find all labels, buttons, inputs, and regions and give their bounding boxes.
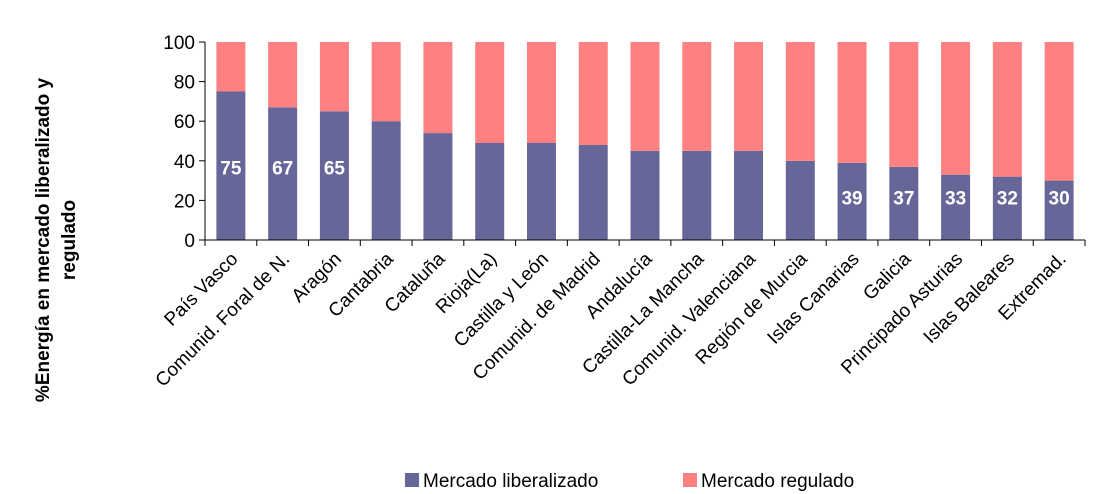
bar-liberalizado [423,133,453,240]
axes [204,42,1086,246]
bar-liberalizado [578,144,608,240]
bar-regulado [682,42,712,151]
bar-liberalizado [941,174,971,240]
legend: Mercado liberalizado Mercado regulado [405,471,854,492]
bar-liberalizado [475,142,505,240]
legend-label: Mercado liberalizado [423,471,598,492]
y-tick-label: 40 [174,152,195,173]
bar-liberalizado [682,150,712,240]
legend-swatch [405,473,419,487]
data-labels: 75 67 65 39 37 33 32 30 [220,159,1069,210]
category-label: Islas Baleares [920,249,1019,348]
bar-liberalizado [734,150,764,240]
bar-liberalizado [371,121,401,240]
bar-regulado [1044,42,1074,181]
bar-regulado [475,42,505,143]
bar-regulado [941,42,971,175]
bar-regulado [319,42,349,112]
bar-liberalizado [319,111,349,240]
bar-regulado [734,42,764,151]
bar-regulado [268,42,298,108]
bar-liberalizado [889,166,919,240]
bar-liberalizado [837,162,867,240]
bar-regulado [423,42,453,134]
bar-regulado [992,42,1022,177]
bar-liberalizado [1044,180,1074,240]
data-label: 65 [324,159,346,180]
y-axis-ticks: 0 20 40 60 80 100 [163,33,205,252]
bar-liberalizado [785,160,815,240]
bar-liberalizado [992,176,1022,240]
bar-regulado [578,42,608,145]
y-tick-label: 100 [163,33,195,54]
bar-regulado [216,42,246,92]
y-tick-label: 20 [174,191,195,212]
bar-regulado [785,42,815,161]
y-tick-label: 60 [174,112,195,133]
data-label: 67 [272,159,293,180]
data-label: 30 [1049,188,1070,209]
legend-label: Mercado regulado [701,471,854,492]
y-tick-label: 0 [184,231,195,252]
y-axis-title-line-2: regulado [59,200,80,280]
bar-regulado [371,42,401,122]
bar-liberalizado [268,107,298,240]
bar-regulado [526,42,556,143]
data-label: 75 [220,159,242,180]
y-tick-label: 80 [174,73,195,94]
bars [216,42,1074,240]
bar-regulado [889,42,919,167]
y-axis-title: %Energía en mercado liberalizado y regul… [33,77,80,402]
category-label: Islas Canarias [764,249,864,349]
data-label: 32 [997,188,1018,209]
data-label: 37 [893,188,914,209]
bar-liberalizado [630,150,660,240]
data-label: 33 [945,188,966,209]
legend-swatch [683,473,697,487]
data-label: 39 [841,188,862,209]
y-axis-title-line-1: %Energía en mercado liberalizado y [33,77,54,402]
bar-regulado [630,42,660,151]
bar-liberalizado [526,142,556,240]
bar-liberalizado [216,91,246,240]
bar-regulado [837,42,867,163]
